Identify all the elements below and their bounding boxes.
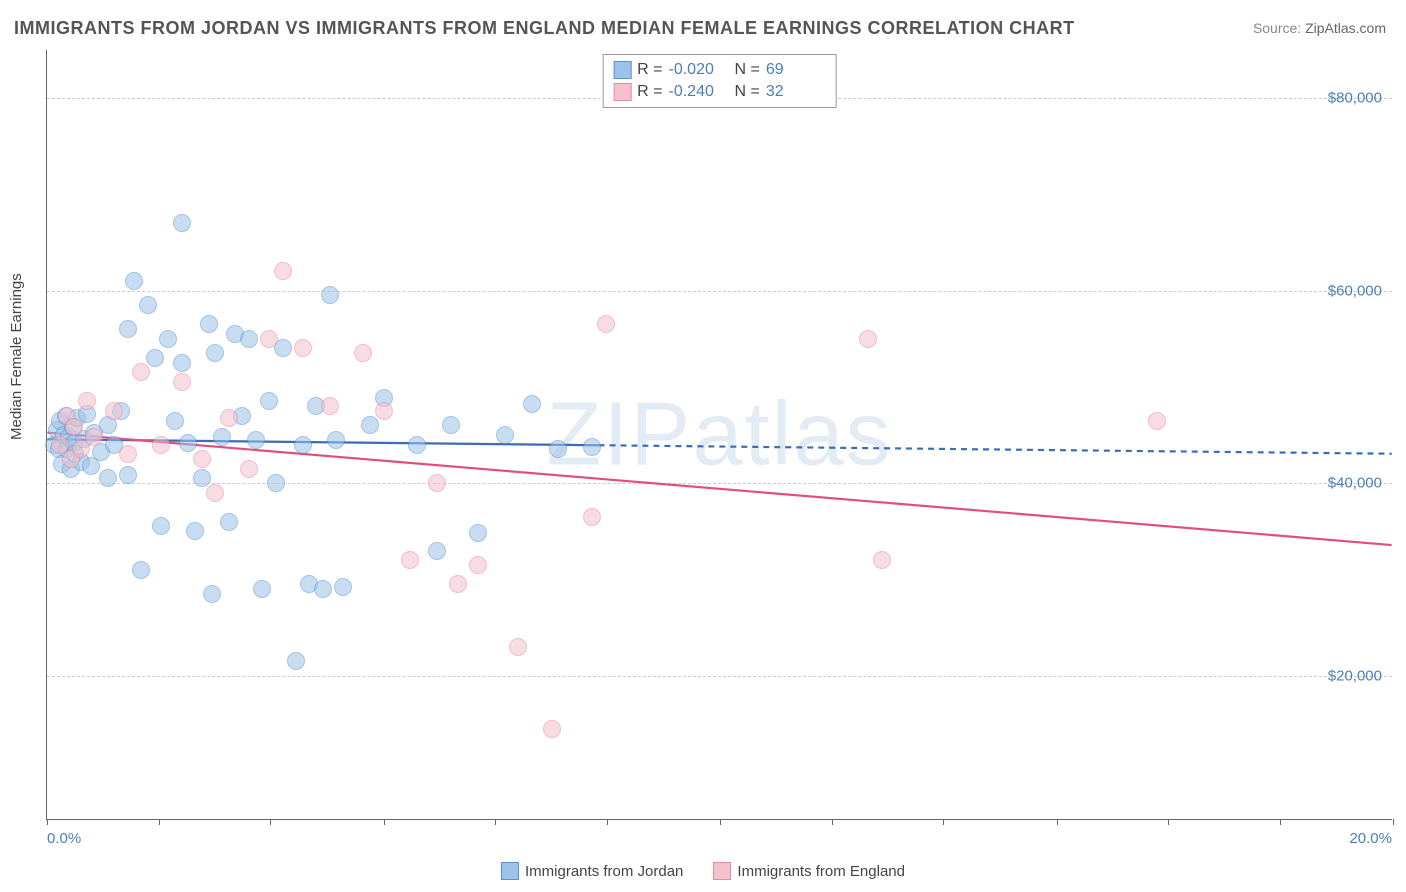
scatter-point — [428, 542, 446, 560]
scatter-point — [260, 330, 278, 348]
n-label: N = — [735, 59, 760, 81]
scatter-point — [401, 551, 419, 569]
scatter-point — [247, 431, 265, 449]
bottom-legend: Immigrants from Jordan Immigrants from E… — [501, 862, 905, 880]
scatter-point — [213, 428, 231, 446]
scatter-point — [469, 524, 487, 542]
legend-item-jordan: Immigrants from Jordan — [501, 862, 683, 880]
scatter-point — [159, 330, 177, 348]
scatter-point — [294, 436, 312, 454]
scatter-point — [179, 434, 197, 452]
scatter-point — [119, 320, 137, 338]
scatter-point — [549, 440, 567, 458]
scatter-point — [321, 286, 339, 304]
scatter-point — [125, 272, 143, 290]
scatter-point — [267, 474, 285, 492]
swatch-icon — [613, 61, 631, 79]
n-value-england: 32 — [766, 81, 826, 103]
scatter-point — [314, 580, 332, 598]
scatter-point — [375, 402, 393, 420]
scatter-point — [274, 262, 292, 280]
scatter-point — [253, 580, 271, 598]
swatch-icon — [713, 862, 731, 880]
chart-title: IMMIGRANTS FROM JORDAN VS IMMIGRANTS FRO… — [14, 18, 1075, 39]
scatter-point — [408, 436, 426, 454]
scatter-point — [132, 363, 150, 381]
scatter-point — [1148, 412, 1166, 430]
stats-legend-box: R = -0.020 N = 69 R = -0.240 N = 32 — [602, 54, 837, 108]
scatter-point — [200, 315, 218, 333]
scatter-point — [152, 436, 170, 454]
scatter-point — [173, 354, 191, 372]
scatter-point — [509, 638, 527, 656]
legend-label-england: Immigrants from England — [737, 863, 905, 880]
scatter-point — [139, 296, 157, 314]
scatter-point — [173, 214, 191, 232]
stats-row-jordan: R = -0.020 N = 69 — [613, 59, 826, 81]
scatter-point — [240, 460, 258, 478]
source-attribution: Source: ZipAtlas.com — [1253, 20, 1386, 36]
scatter-point — [85, 428, 103, 446]
scatter-point — [597, 315, 615, 333]
swatch-icon — [613, 83, 631, 101]
scatter-point — [442, 416, 460, 434]
scatter-point — [166, 412, 184, 430]
scatter-point — [496, 426, 514, 444]
scatter-point — [65, 418, 83, 436]
scatter-point — [132, 561, 150, 579]
scatter-point — [119, 466, 137, 484]
scatter-point — [583, 508, 601, 526]
r-value-england: -0.240 — [669, 81, 729, 103]
n-value-jordan: 69 — [766, 59, 826, 81]
scatter-point — [361, 416, 379, 434]
r-label: R = — [637, 81, 662, 103]
scatter-point — [428, 474, 446, 492]
scatter-point — [240, 330, 258, 348]
scatter-point — [193, 450, 211, 468]
scatter-point — [152, 517, 170, 535]
legend-label-jordan: Immigrants from Jordan — [525, 863, 683, 880]
scatter-point — [173, 373, 191, 391]
scatter-point — [287, 652, 305, 670]
scatter-point — [99, 469, 117, 487]
scatter-point — [78, 392, 96, 410]
x-max-label: 20.0% — [1349, 830, 1392, 847]
scatter-point — [146, 349, 164, 367]
n-label: N = — [735, 81, 760, 103]
legend-item-england: Immigrants from England — [713, 862, 905, 880]
scatter-point — [523, 395, 541, 413]
scatter-point — [294, 339, 312, 357]
scatter-point — [206, 484, 224, 502]
scatter-point — [186, 522, 204, 540]
scatter-point — [334, 578, 352, 596]
scatter-point — [469, 556, 487, 574]
x-min-label: 0.0% — [47, 830, 81, 847]
scatter-point — [119, 445, 137, 463]
scatter-point — [220, 513, 238, 531]
scatter-point — [583, 438, 601, 456]
scatter-point — [354, 344, 372, 362]
y-axis-label: Median Female Earnings — [8, 273, 25, 440]
scatter-point — [105, 402, 123, 420]
source-label: Source: — [1253, 20, 1301, 36]
swatch-icon — [501, 862, 519, 880]
scatter-point — [203, 585, 221, 603]
scatter-point — [206, 344, 224, 362]
scatter-point — [543, 720, 561, 738]
r-value-jordan: -0.020 — [669, 59, 729, 81]
scatter-point — [220, 409, 238, 427]
plot-area: ZIPatlas $20,000$40,000$60,000$80,000 R … — [46, 50, 1392, 820]
scatter-point — [193, 469, 211, 487]
scatter-point — [260, 392, 278, 410]
scatter-point — [449, 575, 467, 593]
scatter-point — [327, 431, 345, 449]
r-label: R = — [637, 59, 662, 81]
scatter-point — [859, 330, 877, 348]
scatter-point — [321, 397, 339, 415]
source-site: ZipAtlas.com — [1305, 20, 1386, 36]
scatter-point — [873, 551, 891, 569]
stats-row-england: R = -0.240 N = 32 — [613, 81, 826, 103]
